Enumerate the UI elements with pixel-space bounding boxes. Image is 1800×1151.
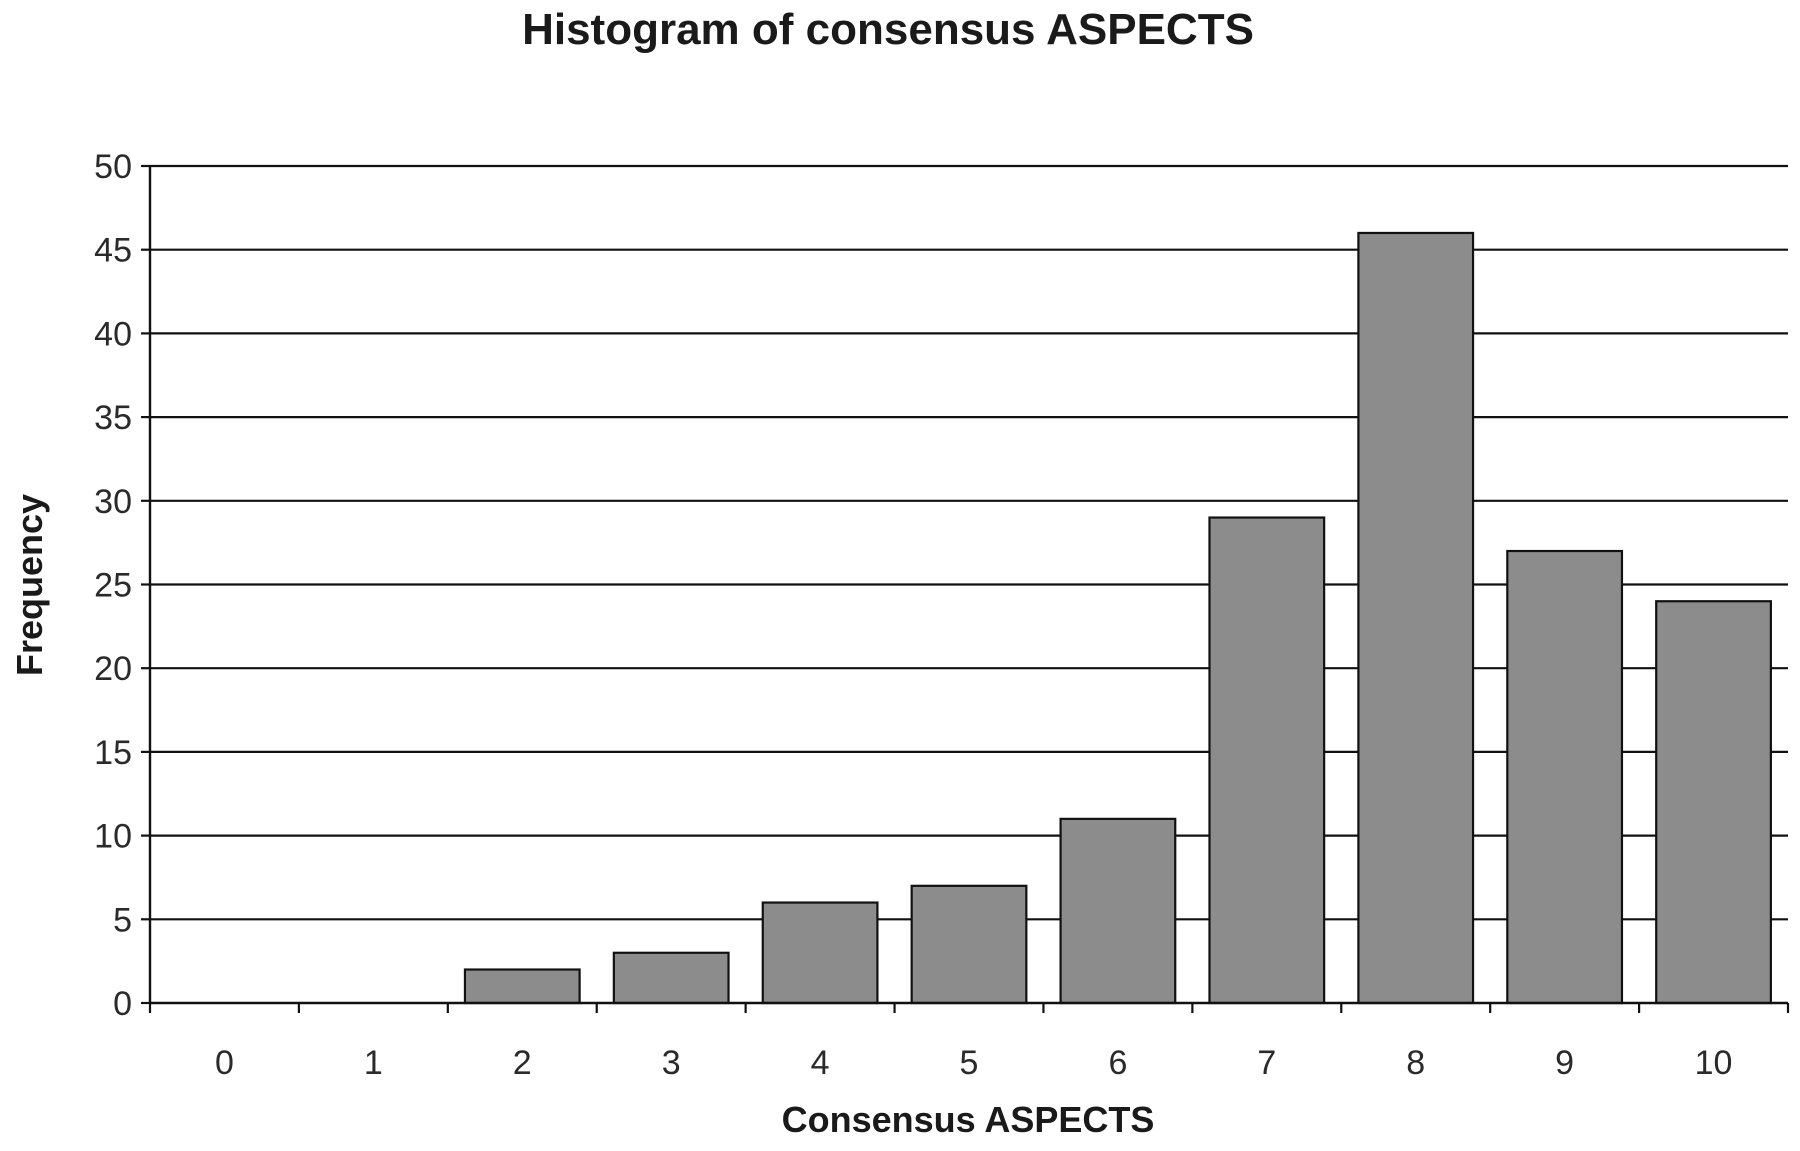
x-axis-label: Consensus ASPECTS <box>782 1099 1155 1140</box>
x-tick-label: 3 <box>662 1044 681 1082</box>
x-tick-label: 9 <box>1555 1044 1574 1082</box>
x-tick-labels: 0 1 2 3 4 5 6 7 8 9 10 <box>215 1044 1732 1082</box>
bar-8 <box>1357 231 1475 1005</box>
y-tick-label: 20 <box>94 650 132 688</box>
x-tick-label: 10 <box>1695 1044 1733 1082</box>
x-tick-label: 8 <box>1406 1044 1425 1082</box>
y-tick-label: 0 <box>113 985 132 1023</box>
y-tick-label: 35 <box>94 399 132 437</box>
y-tick-label: 25 <box>94 567 132 605</box>
x-tick-label: 1 <box>364 1044 383 1082</box>
x-tick-label: 4 <box>811 1044 830 1082</box>
bar-5 <box>910 884 1028 1005</box>
axes <box>148 166 1790 1013</box>
bar-3 <box>612 951 730 1005</box>
y-tick-label: 15 <box>94 734 132 772</box>
bar-7 <box>1208 516 1326 1005</box>
x-tick-label: 7 <box>1257 1044 1276 1082</box>
y-tick-label: 45 <box>94 232 132 270</box>
chart-title: Histogram of consensus ASPECTS <box>522 5 1254 54</box>
x-tick-label: 2 <box>513 1044 532 1082</box>
y-tick-label: 5 <box>113 901 132 939</box>
y-tick-label: 40 <box>94 315 132 353</box>
y-tick-label: 50 <box>94 148 132 186</box>
x-tick-label: 0 <box>215 1044 234 1082</box>
bar-9 <box>1506 549 1624 1005</box>
bar-4 <box>761 901 879 1005</box>
bar-10 <box>1655 600 1772 1005</box>
y-tick-label: 30 <box>94 483 132 521</box>
y-axis-label: Frequency <box>9 494 50 676</box>
x-tick-label: 5 <box>960 1044 979 1082</box>
bar-2 <box>463 968 581 1005</box>
bars <box>463 231 1772 1005</box>
x-tick-label: 6 <box>1108 1044 1127 1082</box>
y-tick-labels: 0 5 10 15 20 25 30 35 40 45 50 <box>94 148 132 1023</box>
y-tick-label: 10 <box>94 818 132 856</box>
bar-6 <box>1059 817 1177 1005</box>
